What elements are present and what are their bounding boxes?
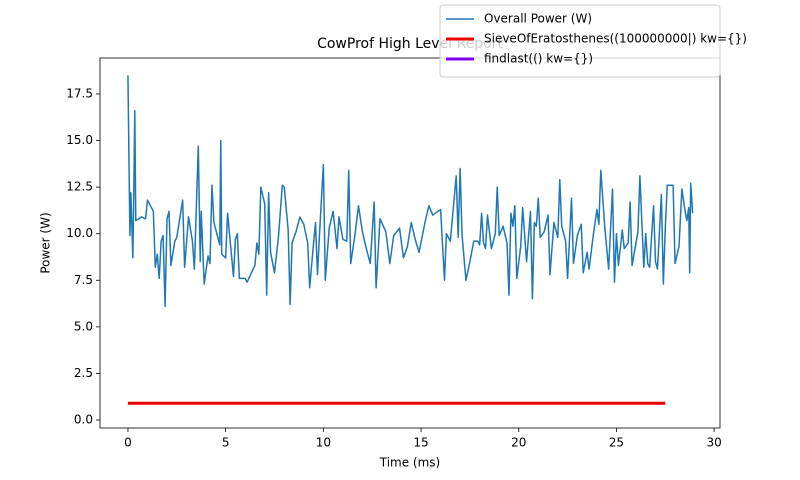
axes-frame (99, 57, 721, 429)
legend-label: SieveOfEratosthenes((100000000|) kw={}) (484, 32, 747, 46)
x-tick-label: 20 (511, 436, 526, 450)
y-tick-label: 15.0 (66, 133, 93, 147)
x-tick-label: 15 (413, 436, 428, 450)
y-tick-label: 10.0 (66, 226, 93, 240)
x-tick-label: 10 (316, 436, 331, 450)
x-tick-label: 5 (222, 436, 230, 450)
series-line (127, 75, 694, 308)
x-tick-label: 25 (609, 436, 624, 450)
legend-label: findlast(() kw={}) (484, 52, 593, 66)
legend-box (439, 4, 721, 78)
plot-area: 0 5 10 15 20 25 30 0.0 2.5 5.0 7.5 10.0 12.5 15.0 17.5 (66, 57, 722, 450)
y-tick-label: 7.5 (74, 273, 93, 287)
y-tick-label: 17.5 (66, 86, 93, 100)
y-tick-label: 5.0 (74, 319, 93, 333)
x-tick-label: 30 (706, 436, 721, 450)
x-axis-label: Time (ms) (379, 456, 441, 470)
legend: Overall Power (W) SieveOfEratosthenes((10… (439, 4, 747, 78)
y-axis-label: Power (W) (39, 212, 53, 273)
x-tick-label: 0 (124, 436, 132, 450)
y-tick-label: 12.5 (66, 180, 93, 194)
legend-label: Overall Power (W) (484, 12, 592, 26)
y-tick-label: 2.5 (74, 366, 93, 380)
y-tick-label: 0.0 (74, 412, 93, 426)
